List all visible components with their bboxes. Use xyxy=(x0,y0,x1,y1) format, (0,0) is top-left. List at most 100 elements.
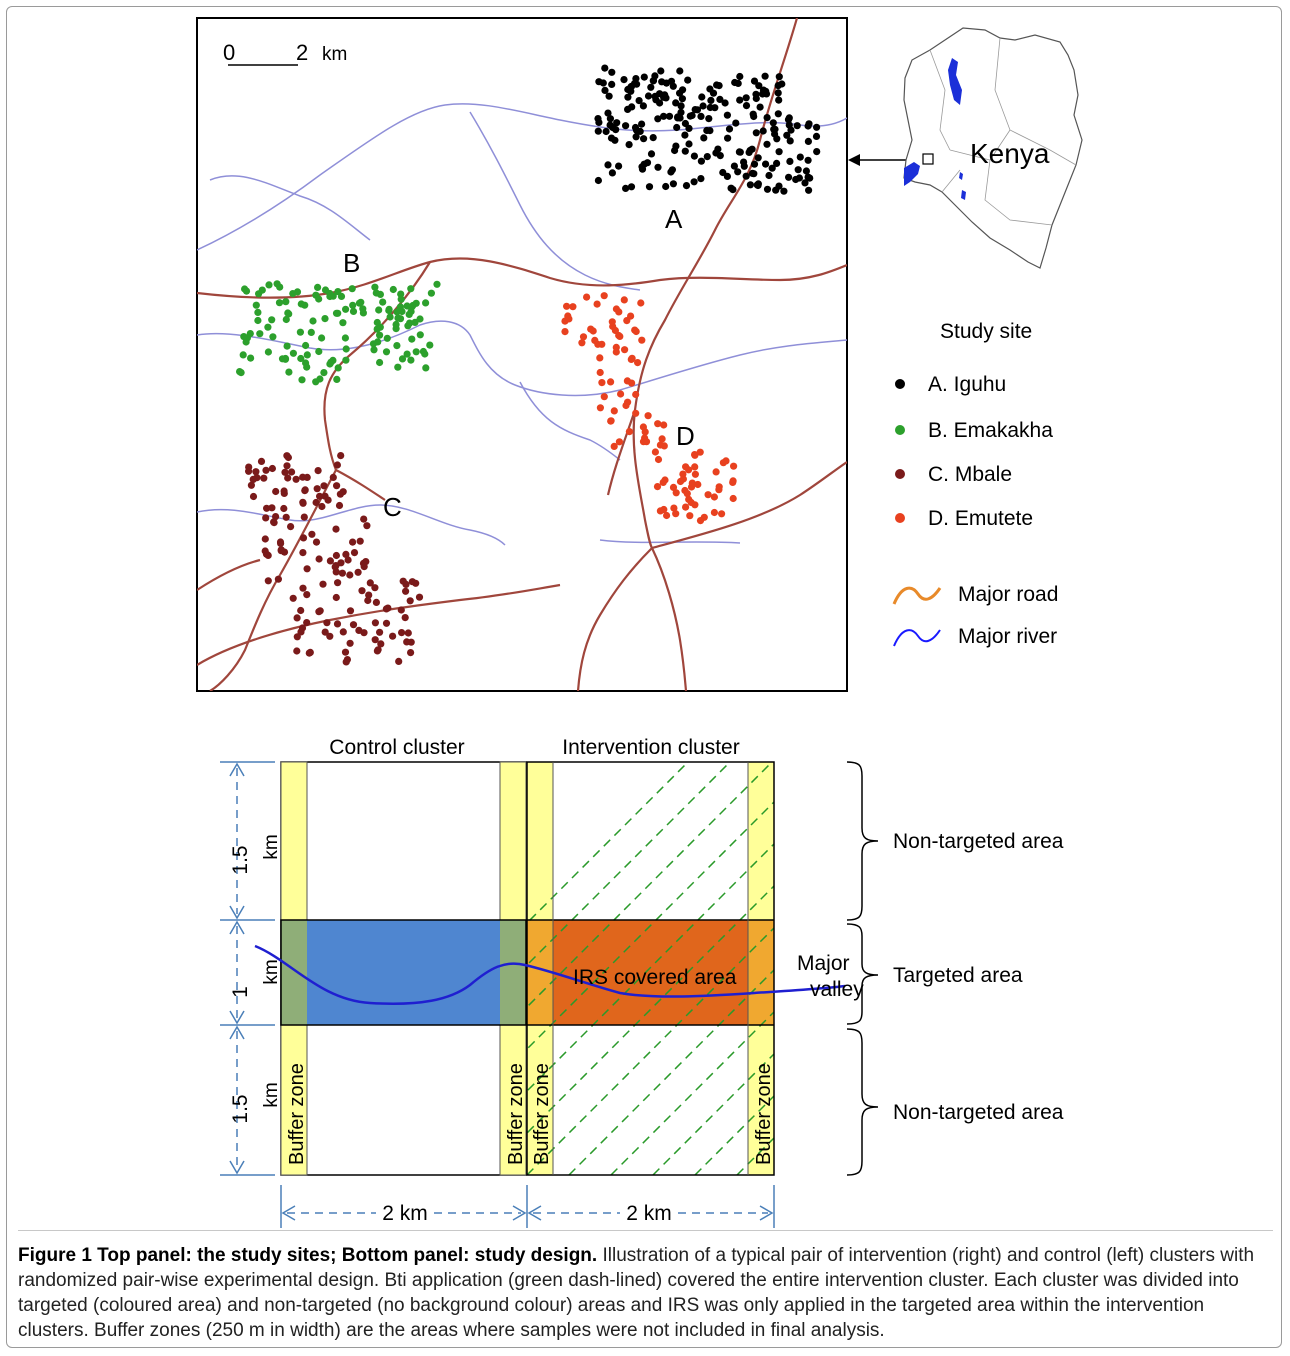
site-dot xyxy=(710,493,719,501)
site-dot xyxy=(371,584,379,592)
site-dot xyxy=(247,354,255,362)
site-dot xyxy=(608,318,616,326)
site-dot xyxy=(600,393,608,401)
site-dot xyxy=(407,649,415,657)
map-legend: Study site A. Iguhu B. Emakakha C. Mbale… xyxy=(892,320,1058,648)
site-dot xyxy=(373,325,381,333)
site-dot xyxy=(763,140,771,148)
site-dot xyxy=(610,442,618,450)
bti-line xyxy=(527,762,689,925)
site-dot xyxy=(780,187,788,195)
site-dot xyxy=(389,632,397,640)
site-dot xyxy=(686,512,694,520)
site-dot xyxy=(415,593,424,601)
site-dot xyxy=(632,126,641,134)
site-dot xyxy=(249,475,257,483)
site-dot xyxy=(685,140,693,148)
site-dot xyxy=(342,356,350,364)
site-dot xyxy=(608,169,617,177)
site-dot xyxy=(674,114,682,122)
site-dot xyxy=(725,125,734,133)
site-dot xyxy=(288,468,296,476)
site-dot xyxy=(722,457,730,465)
site-dot xyxy=(376,331,384,339)
control-cluster-title: Control cluster xyxy=(329,736,464,759)
site-dot xyxy=(594,176,603,185)
site-dot xyxy=(656,441,665,449)
site-dot xyxy=(376,358,384,367)
kenya-lake-victoria xyxy=(904,162,920,186)
site-dot xyxy=(660,112,668,120)
site-dot xyxy=(329,292,337,300)
site-dot xyxy=(771,130,779,138)
site-dot xyxy=(303,619,311,627)
bti-line xyxy=(610,1010,774,1175)
site-dot xyxy=(369,340,378,348)
kenya-small-lake-2 xyxy=(959,172,963,180)
buffer-label-4: Buffer zone xyxy=(753,1063,775,1165)
site-dot xyxy=(656,507,665,515)
control-targeted-area xyxy=(307,920,500,1025)
site-dot xyxy=(303,351,311,359)
site-dot xyxy=(773,159,781,167)
site-dot xyxy=(272,487,280,496)
site-dot xyxy=(403,638,411,646)
site-dot xyxy=(408,335,416,343)
site-dot xyxy=(762,87,770,95)
site-dot xyxy=(750,160,759,168)
site-dot xyxy=(282,513,290,521)
site-dot xyxy=(321,628,329,636)
site-dot xyxy=(407,356,415,364)
legend-river-symbol xyxy=(893,629,941,647)
site-dot xyxy=(638,336,646,344)
caption-text: Illustration of a typical pair of interv… xyxy=(18,1245,1255,1341)
site-dot xyxy=(730,162,739,170)
site-dot xyxy=(407,285,415,293)
site-dot xyxy=(363,522,371,530)
site-dot xyxy=(384,604,392,612)
site-dot xyxy=(729,478,737,486)
site-dot xyxy=(715,82,723,90)
site-dot xyxy=(333,461,341,469)
legend-road-symbol xyxy=(892,586,942,605)
site-dot xyxy=(669,180,678,188)
site-dot xyxy=(706,103,714,112)
site-dot xyxy=(623,317,631,325)
site-dot xyxy=(752,129,760,137)
legend-road-label: Major road xyxy=(958,583,1058,606)
site-dot xyxy=(724,134,732,142)
valley-label-line2: valley xyxy=(810,978,864,1001)
site-dot xyxy=(284,474,292,482)
dim-top-unit: km xyxy=(261,834,282,859)
site-dot xyxy=(691,470,700,478)
site-dot xyxy=(723,172,732,180)
site-dot xyxy=(699,102,707,110)
site-dot xyxy=(653,483,662,491)
site-dot xyxy=(754,181,762,190)
bti-line xyxy=(1073,762,1290,1175)
site-dot xyxy=(672,99,680,107)
site-dot xyxy=(316,492,324,500)
site-dot xyxy=(602,127,610,136)
site-dot xyxy=(359,305,367,313)
site-dot xyxy=(667,168,675,176)
legend-marker-c xyxy=(895,469,905,479)
site-dot xyxy=(624,85,632,94)
dim-bot-number: 1.5 xyxy=(229,1094,252,1123)
intervention-buffer-targeted-right xyxy=(748,920,774,1025)
site-dot xyxy=(742,94,750,102)
site-dot xyxy=(628,103,636,111)
site-dot xyxy=(335,501,344,510)
site-dot xyxy=(561,328,569,336)
site-dot xyxy=(768,164,776,172)
site-dot xyxy=(280,489,288,497)
site-dot xyxy=(785,173,793,181)
site-dot xyxy=(710,508,719,517)
site-dot xyxy=(321,286,330,294)
site-dot xyxy=(282,315,290,324)
site-dot xyxy=(587,325,595,333)
site-dot xyxy=(346,571,354,579)
site-dot xyxy=(348,285,356,293)
site-dot xyxy=(355,299,364,307)
scale-zero: 0 xyxy=(223,40,235,65)
